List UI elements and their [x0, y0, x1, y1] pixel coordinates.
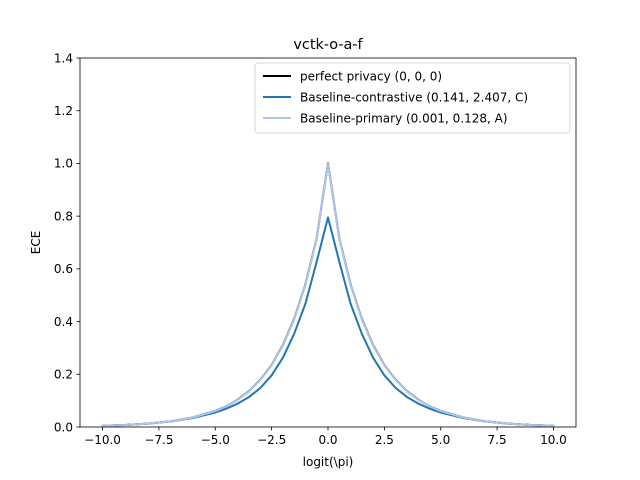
x-tick-label: 7.5	[488, 433, 507, 447]
x-axis-ticks: −10.0 −7.5 −5.0 −2.5 0.0 2.5 5.0 7.5 10.0	[84, 427, 567, 447]
x-tick-label: 10.0	[540, 433, 567, 447]
x-tick-label: −7.5	[144, 433, 173, 447]
y-axis-label: ECE	[29, 231, 43, 255]
y-tick-label: 0.2	[54, 368, 73, 382]
y-tick-label: 1.0	[54, 157, 73, 171]
x-tick-label: −5.0	[201, 433, 230, 447]
legend-label-3: Baseline-primary (0.001, 0.128, A)	[300, 111, 508, 125]
y-tick-label: 0.6	[54, 262, 73, 276]
x-tick-label: −2.5	[257, 433, 286, 447]
y-axis-ticks: 0.0 0.2 0.4 0.6 0.8 1.0 1.2 1.4	[54, 51, 80, 434]
x-tick-label: 5.0	[431, 433, 450, 447]
y-tick-label: 1.4	[54, 51, 73, 65]
chart-title: vctk-o-a-f	[293, 37, 363, 53]
y-tick-label: 0.0	[54, 420, 73, 434]
series-line-2	[101, 216, 555, 427]
series-lines	[101, 162, 555, 427]
y-tick-label: 0.8	[54, 209, 73, 223]
x-tick-label: −10.0	[84, 433, 121, 447]
x-tick-label: 2.5	[375, 433, 394, 447]
legend-items: perfect privacy (0, 0, 0) Baseline-contra…	[263, 69, 528, 125]
y-tick-label: 0.4	[54, 315, 73, 329]
y-tick-label: 1.2	[54, 104, 73, 118]
x-axis-label: logit(\pi)	[303, 455, 354, 469]
legend-label-1: perfect privacy (0, 0, 0)	[300, 69, 442, 83]
legend-box	[254, 62, 571, 134]
series-line-3	[101, 162, 555, 427]
legend: perfect privacy (0, 0, 0) Baseline-contra…	[254, 62, 571, 134]
x-tick-label: 0.0	[318, 433, 337, 447]
legend-label-2: Baseline-contrastive (0.141, 2.407, C)	[300, 90, 528, 104]
